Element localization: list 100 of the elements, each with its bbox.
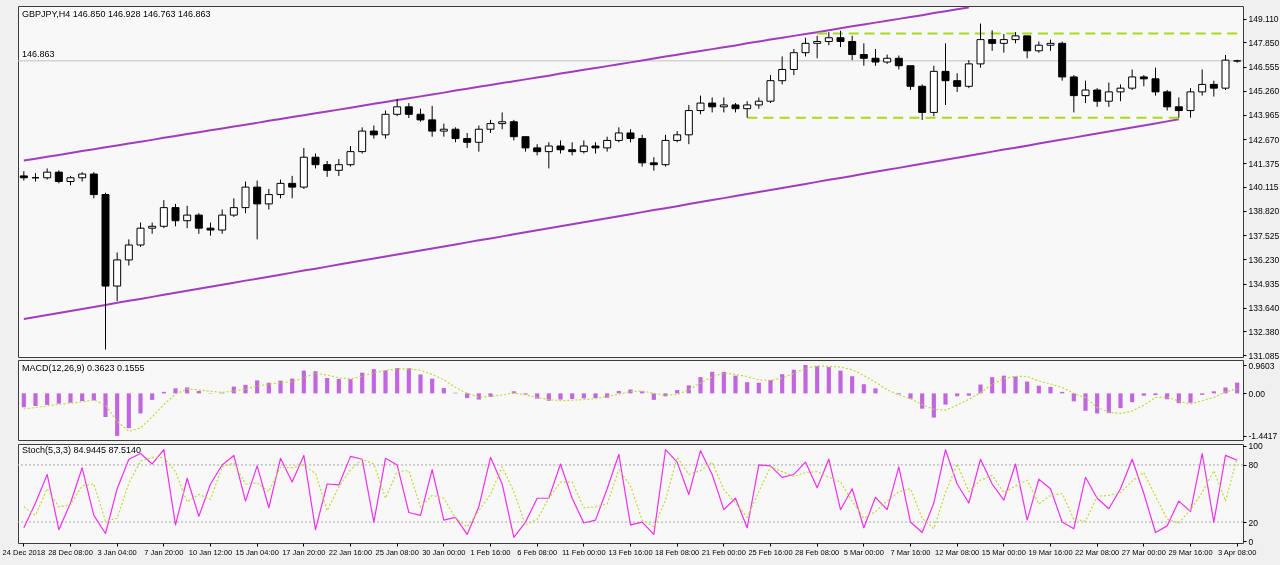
y-tick-label: 140.115 xyxy=(1248,182,1279,193)
ref-line-label: 146.863 xyxy=(22,48,55,59)
bar xyxy=(80,393,85,402)
candlestick xyxy=(1163,89,1172,112)
candlestick xyxy=(1104,82,1113,108)
bar xyxy=(325,378,330,394)
bar xyxy=(570,393,575,399)
bar xyxy=(243,384,248,394)
y-tick-label: 0.00 xyxy=(1248,388,1266,399)
candlestick xyxy=(89,171,98,199)
y-tick-label: 0.9603 xyxy=(1248,360,1275,371)
bar xyxy=(418,374,423,394)
bar xyxy=(535,393,540,399)
bar xyxy=(1048,386,1053,394)
bar xyxy=(908,393,913,399)
candlestick xyxy=(1186,87,1195,119)
bar xyxy=(1176,393,1181,404)
candlestick xyxy=(288,175,297,199)
bar xyxy=(1130,393,1135,403)
candlestick xyxy=(136,222,145,248)
line-series xyxy=(23,456,1238,530)
chart-title: MACD(12,26,9) 0.3623 0.1555 xyxy=(22,363,145,373)
bar xyxy=(966,393,971,396)
candlestick xyxy=(988,29,997,52)
candlestick xyxy=(124,238,133,267)
candlestick xyxy=(906,65,915,91)
candlestick xyxy=(1128,68,1137,91)
candlestick xyxy=(276,179,285,199)
y-tick-label: 149.110 xyxy=(1248,14,1279,25)
y-tick-label: 132.380 xyxy=(1248,326,1280,337)
bar xyxy=(978,384,983,394)
bar xyxy=(371,369,376,394)
candlestick xyxy=(859,42,868,67)
bar xyxy=(21,393,26,408)
y-tick-label: 131.085 xyxy=(1248,350,1280,361)
bar xyxy=(115,393,120,436)
bar xyxy=(255,380,260,394)
bar xyxy=(1095,393,1100,414)
bar xyxy=(441,388,446,394)
candlestick xyxy=(1198,68,1207,97)
candlestick xyxy=(474,124,483,153)
chart-title: Stoch(5,3,3) 84.9445 87.5140 xyxy=(22,444,142,455)
candlestick xyxy=(1069,74,1078,113)
bar xyxy=(150,393,155,400)
bar xyxy=(861,384,866,394)
candlestick xyxy=(999,33,1008,54)
candlestick xyxy=(801,37,810,57)
y-tick-label: 143.965 xyxy=(1248,110,1280,121)
bar xyxy=(1118,393,1123,409)
candlestick xyxy=(544,141,553,169)
bar xyxy=(733,375,738,394)
candlestick xyxy=(941,42,950,106)
y-tick-label: 134.935 xyxy=(1248,279,1280,290)
y-tick-label: 133.640 xyxy=(1248,303,1280,314)
candlestick xyxy=(159,199,168,229)
bar xyxy=(33,393,38,407)
y-tick-label: 0 xyxy=(1248,536,1254,547)
bar xyxy=(406,368,411,394)
bar xyxy=(850,376,855,394)
y-tick-label: 146.555 xyxy=(1248,62,1280,73)
bar xyxy=(1188,393,1193,403)
candlestick xyxy=(766,74,775,104)
bar xyxy=(126,393,131,429)
bar xyxy=(45,393,50,405)
bar xyxy=(313,371,318,394)
y-tick-label: 145.260 xyxy=(1248,86,1280,97)
y-tick-label: 147.850 xyxy=(1248,37,1280,48)
y-tick-label: 100 xyxy=(1248,441,1263,452)
bar xyxy=(698,377,703,394)
bar xyxy=(745,382,750,394)
candlestick xyxy=(358,126,367,154)
bar xyxy=(360,372,365,394)
bar xyxy=(1223,387,1228,394)
candlestick xyxy=(183,205,192,229)
bar xyxy=(558,393,563,400)
candlestick xyxy=(964,59,973,89)
candlestick xyxy=(1151,67,1160,97)
bar xyxy=(581,393,586,399)
bar xyxy=(103,393,108,417)
bar xyxy=(1071,393,1076,402)
bar xyxy=(721,371,726,394)
bar xyxy=(383,370,388,394)
candlestick xyxy=(1093,87,1102,108)
bar xyxy=(395,367,400,394)
bar xyxy=(68,393,73,403)
candlestick xyxy=(264,188,273,211)
candlestick xyxy=(218,209,227,235)
y-tick-label: 138.820 xyxy=(1248,206,1280,217)
bar xyxy=(430,378,435,394)
candlestick xyxy=(171,203,180,227)
candlestick xyxy=(194,212,203,235)
candlestick xyxy=(848,35,857,61)
bar xyxy=(815,366,820,394)
bar xyxy=(651,393,656,400)
candlestick xyxy=(509,119,518,141)
bar xyxy=(173,388,178,394)
y-tick-label: 80 xyxy=(1248,460,1259,471)
bar xyxy=(931,393,936,418)
candlestick xyxy=(1081,80,1090,104)
candlestick xyxy=(253,180,262,240)
